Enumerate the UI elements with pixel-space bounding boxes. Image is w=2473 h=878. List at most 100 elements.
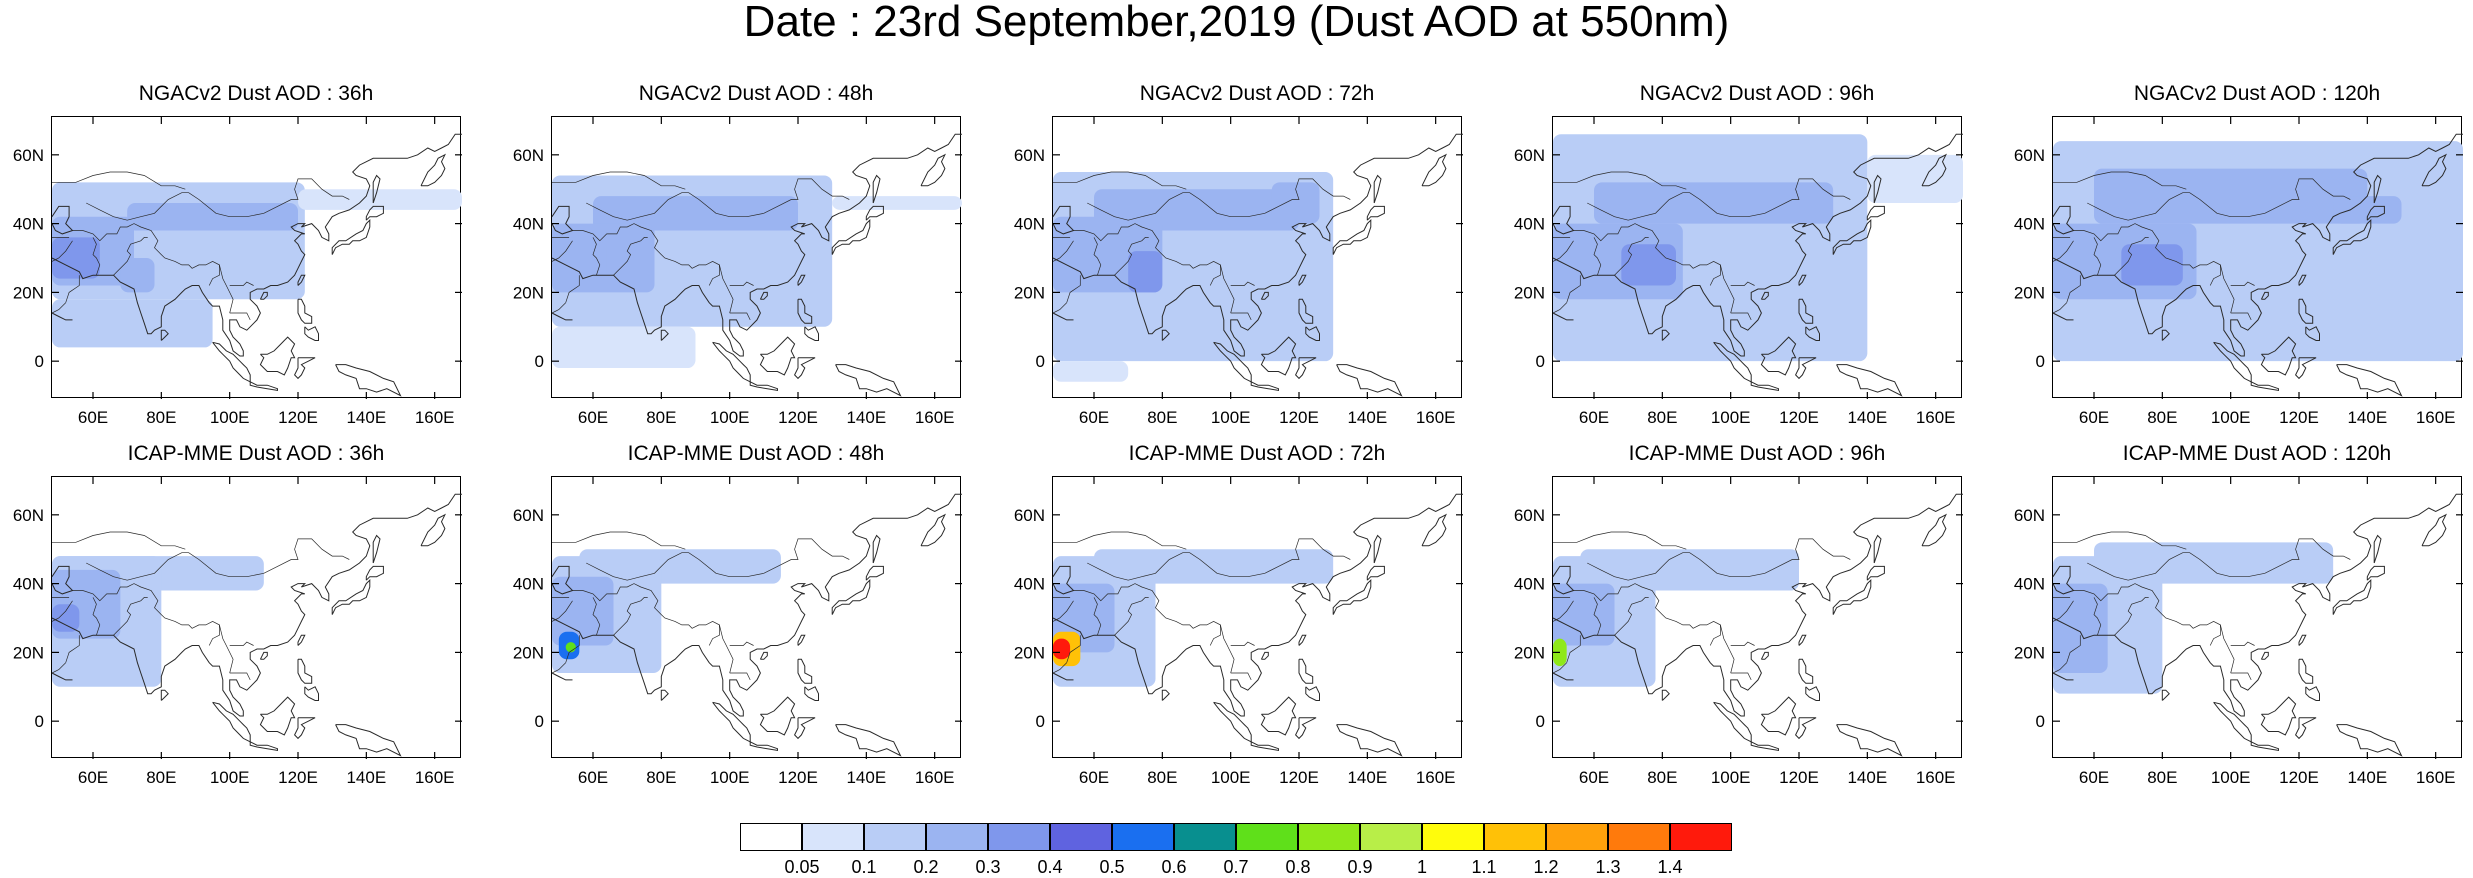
aod-region — [1128, 251, 1163, 293]
coastline — [2052, 312, 2074, 321]
x-tick-label: 160E — [2416, 408, 2456, 427]
y-tick-label: 40N — [513, 575, 544, 594]
country-border — [2052, 302, 2067, 314]
coastline — [297, 658, 313, 684]
x-tick-label: 160E — [915, 768, 955, 787]
country-border — [1593, 597, 1602, 636]
panel-title: NGACv2 Dust AOD : 120h — [2133, 82, 2381, 105]
coastline — [2298, 298, 2314, 324]
coastline — [2373, 174, 2382, 204]
country-border — [2114, 597, 2149, 636]
coastline — [872, 174, 881, 204]
country-border — [229, 281, 254, 286]
country-border — [2230, 281, 2255, 286]
map-panel: 60E 80E 100E 120E 140E 160E 60N 40N 20N 0 — [13, 116, 462, 427]
aod-region — [1271, 182, 1320, 224]
y-tick-label: 20N — [1014, 283, 1045, 302]
x-tick-label: 140E — [1847, 768, 1887, 787]
coastline — [1661, 329, 1670, 341]
country-border — [729, 281, 754, 286]
aod-region — [52, 237, 100, 279]
x-tick-label: 160E — [415, 408, 455, 427]
coastline — [1336, 724, 1403, 757]
x-tick-label: 140E — [846, 768, 886, 787]
country-border — [2053, 171, 2187, 190]
x-tick-label: 140E — [846, 408, 886, 427]
colorbar-swatch — [1112, 823, 1174, 851]
country-border — [586, 538, 850, 581]
x-tick-label: 120E — [2279, 408, 2319, 427]
country-border — [219, 624, 234, 674]
map-panel: 60E 80E 100E 120E 140E 160E 60N 40N 20N 0 — [2014, 116, 2463, 427]
coastline — [1250, 381, 1279, 391]
aod-region — [127, 202, 299, 231]
coastline — [420, 153, 447, 187]
y-tick-label: 0 — [1536, 712, 1545, 731]
colorbar-label: 1.3 — [1595, 857, 1621, 877]
coastline — [2332, 219, 2372, 255]
country-border — [1114, 237, 1149, 276]
coastline — [1366, 565, 1385, 581]
x-tick-label: 160E — [1916, 768, 1956, 787]
coastline — [1661, 689, 1670, 701]
x-tick-label: 140E — [2347, 408, 2387, 427]
coastline — [1305, 686, 1320, 701]
map-canvas: 60E 80E 100E 120E 140E 160E 60N 40N 20N 0 — [2014, 117, 2463, 427]
colorbar-label: 0.5 — [1099, 857, 1125, 877]
colorbar-swatch — [1050, 823, 1112, 851]
coastline — [551, 493, 962, 717]
colorbar-swatch — [1236, 823, 1298, 851]
y-tick-label: 20N — [13, 643, 44, 662]
map-panel: 60E 80E 100E 120E 140E 160E 60N 40N 20N 0 — [1514, 116, 1963, 427]
coastline — [1760, 291, 1769, 300]
panel-title: NGACv2 Dust AOD : 72h — [1139, 82, 1375, 105]
coastline — [920, 513, 947, 547]
x-tick-label: 160E — [1416, 408, 1456, 427]
country-border — [2066, 635, 2081, 663]
coastline — [1260, 696, 1297, 736]
country-border — [552, 531, 686, 550]
country-border — [1552, 662, 1567, 674]
coastline — [831, 579, 871, 615]
panel-title: NGACv2 Dust AOD : 96h — [1639, 82, 1875, 105]
country-border — [586, 178, 850, 221]
aod-region — [1867, 154, 1963, 203]
country-border — [1587, 178, 1851, 221]
coastline — [335, 724, 402, 757]
coastline — [2366, 205, 2385, 221]
coastline — [1052, 493, 1463, 717]
panel-title: NGACv2 Dust AOD : 36h — [138, 82, 374, 105]
country-border — [729, 641, 754, 646]
colorbar-swatch — [988, 823, 1050, 851]
coastline — [1052, 312, 1074, 321]
coastline — [1760, 651, 1769, 660]
coastline — [2052, 672, 2074, 681]
coastline — [835, 724, 902, 757]
coastline — [1794, 717, 1817, 740]
y-tick-label: 60N — [513, 506, 544, 525]
coastline — [293, 357, 316, 380]
country-border — [51, 240, 73, 262]
x-tick-label: 160E — [1916, 408, 1956, 427]
coastline — [759, 651, 768, 660]
coastline — [1298, 274, 1307, 286]
y-tick-label: 0 — [35, 712, 44, 731]
country-border — [2087, 178, 2351, 221]
x-tick-label: 100E — [1711, 408, 1751, 427]
x-tick-label: 140E — [346, 768, 386, 787]
x-tick-label: 80E — [1147, 768, 1177, 787]
y-tick-label: 20N — [2014, 283, 2045, 302]
country-border — [729, 672, 751, 681]
coastline — [1260, 336, 1297, 376]
aod-region — [552, 576, 614, 646]
coastline — [749, 381, 778, 391]
country-border — [1566, 635, 1581, 663]
coastline — [1713, 701, 1752, 743]
coastline — [2336, 364, 2403, 397]
coastline — [1294, 717, 1317, 740]
country-border — [719, 624, 734, 674]
x-tick-label: 60E — [2079, 408, 2109, 427]
coastline — [2213, 701, 2252, 743]
x-tick-label: 100E — [210, 768, 250, 787]
x-tick-label: 160E — [2416, 768, 2456, 787]
